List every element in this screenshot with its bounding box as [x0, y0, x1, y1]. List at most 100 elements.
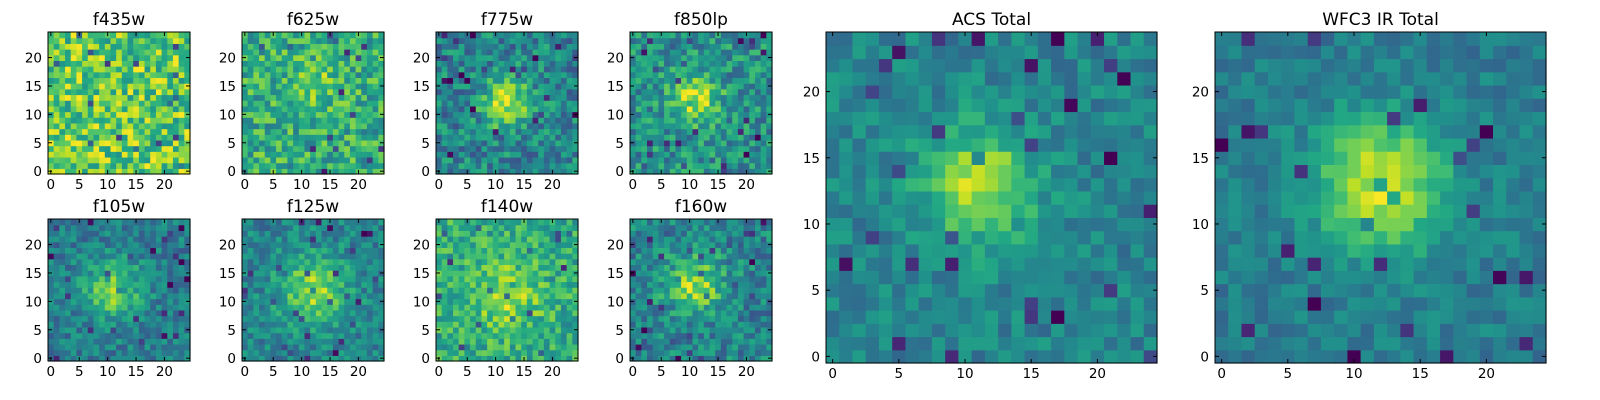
heatmap-cell: [133, 224, 140, 231]
heatmap-cell: [732, 54, 739, 61]
heatmap-cell: [703, 43, 711, 50]
heatmap-cell: [441, 162, 448, 169]
heatmap-cell: [538, 219, 545, 226]
heatmap-cell: [481, 241, 488, 248]
heatmap-cell: [447, 349, 454, 356]
heatmap-cell: [59, 100, 66, 107]
heatmap-cell: [453, 83, 460, 90]
heatmap-cell: [515, 355, 522, 362]
heatmap-cell: [572, 94, 579, 101]
heatmap-cell: [99, 315, 106, 322]
heatmap-cell: [492, 338, 500, 345]
heatmap-cell: [664, 321, 671, 328]
heatmap-cell: [184, 224, 191, 231]
heatmap-cell: [253, 77, 260, 84]
heatmap-cell: [270, 100, 277, 107]
heatmap-cell: [526, 275, 534, 283]
heatmap-cell: [692, 151, 699, 158]
heatmap-cell: [133, 145, 140, 152]
heatmap-cell: [259, 241, 266, 248]
heatmap-cell: [366, 338, 374, 345]
heatmap-cell: [361, 270, 368, 277]
heatmap-cell: [310, 236, 317, 243]
heatmap-cell: [372, 298, 379, 305]
heatmap-cell: [270, 151, 277, 158]
heatmap-cell: [332, 309, 340, 317]
heatmap-cell: [310, 168, 317, 175]
heatmap-cell: [293, 326, 300, 334]
heatmap-cell: [464, 338, 471, 345]
heatmap-cell: [647, 151, 654, 158]
heatmap-cell: [555, 219, 562, 226]
heatmap-cell: [242, 343, 249, 351]
heatmap-cell: [48, 281, 55, 288]
heatmap-cell: [298, 343, 306, 351]
heatmap-cell: [458, 281, 465, 288]
heatmap-cell: [366, 156, 374, 164]
heatmap-cell: [498, 309, 505, 317]
heatmap-cell: [150, 77, 157, 84]
heatmap-cell: [76, 326, 83, 334]
heatmap-cell: [259, 338, 266, 345]
heatmap-cell: [315, 258, 323, 266]
heatmap-cell: [720, 156, 728, 164]
heatmap-cell: [281, 298, 289, 305]
heatmap-cell: [167, 134, 174, 141]
heatmap-cell: [321, 43, 328, 50]
heatmap-cell: [116, 236, 123, 243]
heatmap-cell: [355, 37, 362, 44]
heatmap-cell: [686, 128, 694, 135]
heatmap-cell: [178, 156, 185, 164]
heatmap-cell: [53, 309, 60, 317]
heatmap-cell: [703, 111, 711, 118]
heatmap-cell: [447, 298, 454, 305]
heatmap-cell: [549, 37, 556, 44]
heatmap-cell: [155, 100, 163, 107]
heatmap-cell: [144, 275, 151, 283]
heatmap-cell: [167, 315, 174, 322]
heatmap-cell: [93, 309, 100, 317]
heatmap-cell: [498, 332, 505, 339]
heatmap-cell: [549, 349, 556, 356]
heatmap-cell: [349, 94, 357, 101]
heatmap-cell: [150, 168, 157, 175]
heatmap-cell: [161, 338, 168, 345]
heatmap-cell: [178, 162, 185, 169]
heatmap-cell: [669, 315, 677, 322]
heatmap-cell: [48, 49, 55, 56]
heatmap-cell: [441, 253, 448, 260]
heatmap-cell: [760, 151, 767, 158]
heatmap-cell: [652, 275, 659, 283]
heatmap-cell: [453, 343, 460, 351]
heatmap-cell: [709, 338, 716, 345]
heatmap-cell: [293, 156, 300, 164]
heatmap-cell: [504, 128, 511, 135]
heatmap-cell: [566, 230, 573, 237]
heatmap-cell: [475, 224, 483, 231]
heatmap-cell: [543, 224, 551, 231]
heatmap-cell: [315, 264, 323, 271]
heatmap-cell: [749, 349, 756, 356]
heatmap-cell: [298, 100, 306, 107]
heatmap-cell: [709, 145, 716, 152]
heatmap-cell: [726, 292, 733, 300]
heatmap-cell: [121, 168, 129, 175]
heatmap-cell: [121, 139, 129, 147]
heatmap-cell: [338, 49, 345, 56]
heatmap-cell: [635, 270, 642, 277]
heatmap-cell: [641, 332, 648, 339]
heatmap-cell: [161, 83, 168, 90]
heatmap-cell: [287, 151, 294, 158]
heatmap-cell: [138, 264, 146, 271]
heatmap-cell: [144, 151, 151, 158]
y-tick-label: 20: [219, 51, 236, 67]
heatmap-cell: [436, 117, 443, 124]
heatmap-cell: [349, 37, 357, 44]
heatmap-cell: [681, 168, 688, 175]
heatmap-cell: [652, 54, 659, 61]
heatmap-cell: [116, 117, 123, 124]
heatmap-cell: [641, 309, 648, 317]
heatmap-cell: [310, 134, 317, 141]
heatmap-cell: [332, 241, 340, 248]
y-tick-label: 10: [219, 107, 236, 123]
